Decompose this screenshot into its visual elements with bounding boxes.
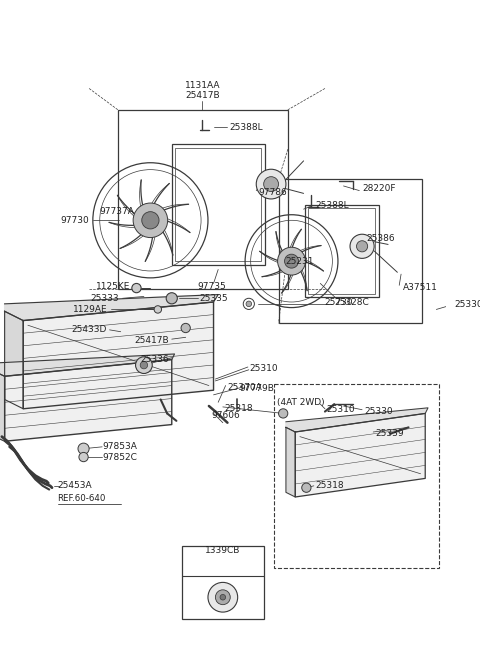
Text: 25328C: 25328C bbox=[334, 298, 369, 306]
Bar bbox=[304, 205, 379, 297]
Circle shape bbox=[132, 283, 141, 293]
Circle shape bbox=[181, 323, 191, 333]
Text: 25335: 25335 bbox=[200, 294, 228, 303]
Circle shape bbox=[135, 357, 152, 373]
Circle shape bbox=[285, 254, 299, 268]
Text: 25330: 25330 bbox=[364, 407, 393, 416]
Text: 97786: 97786 bbox=[258, 188, 287, 197]
Polygon shape bbox=[23, 302, 214, 409]
Text: 25388L: 25388L bbox=[229, 123, 263, 132]
Text: 25370A: 25370A bbox=[228, 383, 262, 392]
Text: 1125KE: 1125KE bbox=[96, 281, 130, 291]
Polygon shape bbox=[0, 369, 5, 441]
Text: 25339: 25339 bbox=[375, 429, 404, 438]
Text: 1129AE: 1129AE bbox=[73, 305, 108, 314]
Bar bbox=[274, 384, 439, 567]
Bar bbox=[172, 144, 264, 265]
Circle shape bbox=[133, 203, 168, 237]
Text: 25330: 25330 bbox=[454, 300, 480, 309]
Text: 25336: 25336 bbox=[140, 355, 169, 364]
Bar bbox=[278, 180, 422, 323]
Text: 97779B: 97779B bbox=[240, 384, 275, 393]
Text: A37511: A37511 bbox=[403, 283, 438, 292]
Text: 1131AA
25417B: 1131AA 25417B bbox=[185, 81, 220, 100]
Text: 25310: 25310 bbox=[250, 364, 278, 373]
Circle shape bbox=[246, 301, 252, 306]
Text: 25453A: 25453A bbox=[58, 482, 92, 490]
Text: REF.60-640: REF.60-640 bbox=[58, 495, 106, 503]
Circle shape bbox=[216, 590, 230, 605]
Text: 97730: 97730 bbox=[60, 216, 89, 225]
Text: 1339CB: 1339CB bbox=[205, 546, 240, 556]
Text: 25318: 25318 bbox=[225, 404, 253, 413]
Polygon shape bbox=[295, 413, 425, 497]
Text: 97735: 97735 bbox=[197, 281, 226, 291]
Bar bbox=[308, 208, 375, 294]
Text: 97852C: 97852C bbox=[102, 453, 137, 462]
Text: (4AT 2WD): (4AT 2WD) bbox=[276, 398, 324, 407]
Bar bbox=[118, 110, 288, 289]
Bar bbox=[176, 148, 261, 261]
Text: 25310: 25310 bbox=[327, 405, 355, 414]
Circle shape bbox=[140, 361, 148, 369]
Text: 25386: 25386 bbox=[367, 234, 396, 243]
Circle shape bbox=[264, 176, 278, 192]
Circle shape bbox=[142, 212, 159, 229]
Circle shape bbox=[302, 483, 311, 493]
Text: 28220F: 28220F bbox=[362, 184, 396, 194]
Text: 97853A: 97853A bbox=[102, 442, 137, 451]
Bar bbox=[182, 546, 264, 619]
Circle shape bbox=[278, 409, 288, 418]
Polygon shape bbox=[5, 359, 172, 441]
Circle shape bbox=[350, 234, 374, 258]
Polygon shape bbox=[286, 427, 295, 497]
Circle shape bbox=[78, 443, 89, 454]
Polygon shape bbox=[5, 312, 23, 409]
Text: 25231: 25231 bbox=[285, 256, 313, 266]
Text: 25318: 25318 bbox=[316, 482, 344, 490]
Circle shape bbox=[256, 169, 286, 199]
Text: 25388L: 25388L bbox=[316, 201, 349, 210]
Text: 25730: 25730 bbox=[324, 298, 353, 306]
Polygon shape bbox=[0, 354, 175, 377]
Text: 97737A: 97737A bbox=[100, 207, 134, 216]
Text: 97606: 97606 bbox=[212, 411, 240, 420]
Text: 25433D: 25433D bbox=[72, 325, 107, 335]
Circle shape bbox=[208, 583, 238, 612]
Circle shape bbox=[154, 306, 162, 313]
Polygon shape bbox=[286, 408, 428, 432]
Circle shape bbox=[220, 594, 226, 600]
Text: 25417B: 25417B bbox=[134, 337, 169, 346]
Circle shape bbox=[357, 241, 368, 252]
Circle shape bbox=[277, 247, 305, 275]
Circle shape bbox=[79, 453, 88, 462]
Circle shape bbox=[166, 293, 177, 304]
Text: 25333: 25333 bbox=[90, 294, 119, 303]
Polygon shape bbox=[5, 295, 218, 321]
